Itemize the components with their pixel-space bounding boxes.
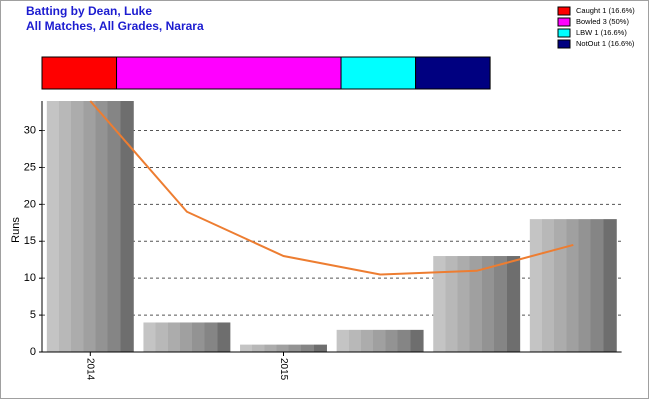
legend-swatch [557,17,571,27]
legend-swatch [557,39,571,49]
x-tick-label: 2014 [85,358,96,381]
y-axis-label: Runs [10,217,22,243]
legend-label: Caught 1 (16.6%) [576,6,635,15]
bar [240,344,327,352]
x-tick-label: 2015 [278,358,289,381]
legend-label: Bowled 3 (50%) [576,17,629,26]
y-tick-label: 15 [24,235,36,247]
bar [336,329,424,352]
subtitle: All Matches, All Grades, Narara [26,19,204,33]
legend-label: NotOut 1 (16.6%) [576,39,635,48]
legend-swatch [557,6,571,16]
y-tick-label: 0 [30,346,36,358]
dismissal-segment [415,56,491,90]
y-tick-label: 20 [24,198,36,210]
trend-line [89,100,574,276]
y-tick-label: 5 [30,309,36,321]
legend-swatch [557,28,571,38]
dismissal-segment [116,56,342,90]
legend-label: LBW 1 (16.6%) [576,28,627,37]
bar [529,219,617,352]
title: Batting by Dean, Luke [26,4,152,18]
bar [46,101,134,352]
y-tick-label: 10 [24,272,36,284]
dismissal-segment [340,56,417,90]
bar [143,322,231,352]
dismissal-segment [41,56,118,90]
y-tick-label: 25 [24,161,36,173]
y-tick-label: 30 [24,124,36,136]
